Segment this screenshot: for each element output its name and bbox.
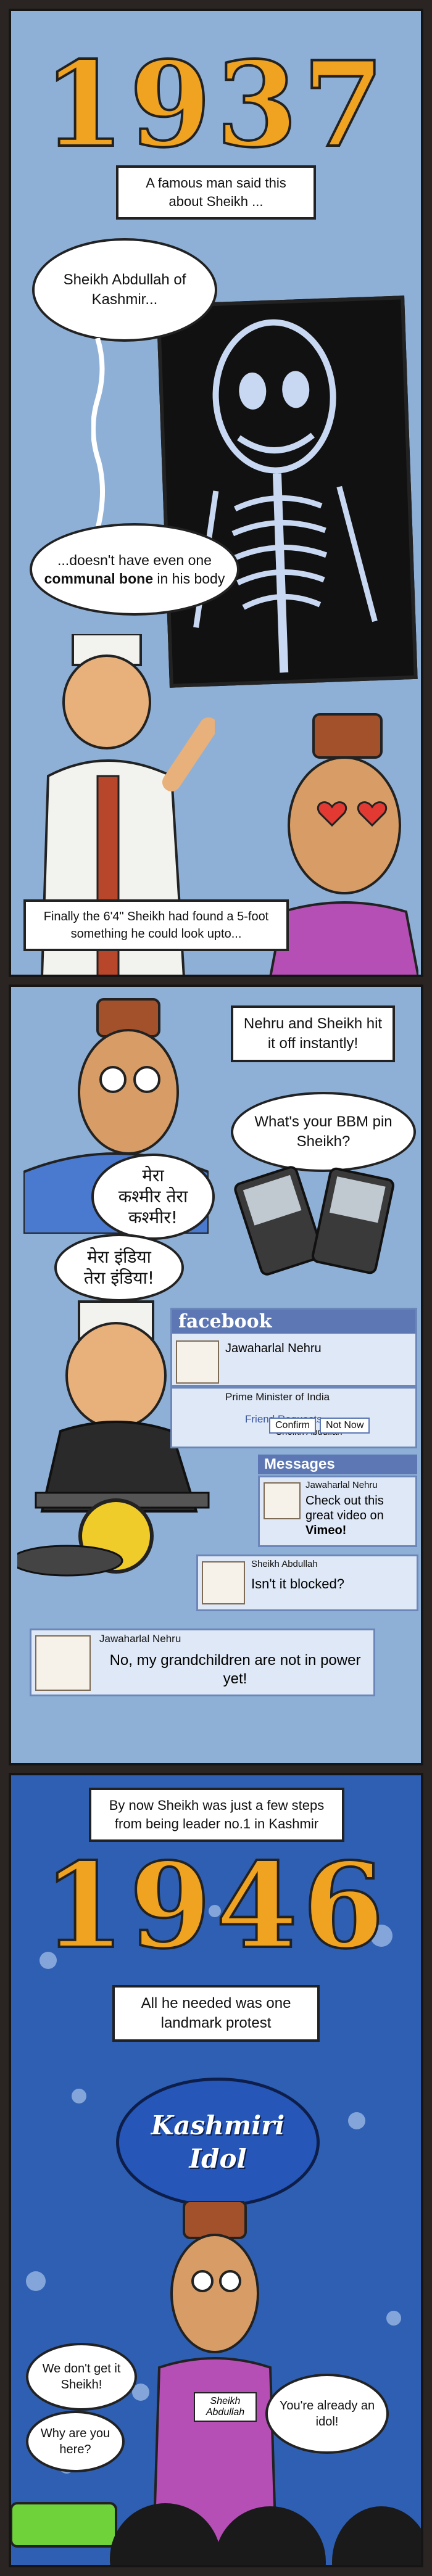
kashmiri-idol-logo: Kashmiri Idol xyxy=(116,2078,320,2207)
hindi-bubble-mera-india: मेरा इंडिया तेरा इंडिया! xyxy=(54,1234,184,1302)
message-3-sender: Jawaharlal Nehru xyxy=(99,1633,181,1645)
profile-name: Jawaharlal Nehru xyxy=(225,1342,322,1355)
speech-bubble-bbm-pin: What's your BBM pin Sheikh? xyxy=(231,1092,416,1172)
facebook-window: facebook Jawaharlal Nehru xyxy=(170,1308,417,1387)
speech-bubble-why-here: Why are you here? xyxy=(26,2411,125,2472)
messages-header: Messages xyxy=(258,1455,417,1474)
caption-look-upto: Finally the 6'4" Sheikh had found a 5-fo… xyxy=(23,899,289,951)
message-1-avatar xyxy=(264,1482,301,1519)
panel-1946: By now Sheikh was just a few steps from … xyxy=(9,1773,423,2567)
message-2-sender: Sheikh Abdullah xyxy=(251,1559,318,1569)
sheikh-character xyxy=(246,708,420,975)
caption-leader-no1: By now Sheikh was just a few steps from … xyxy=(89,1788,344,1842)
facebook-logo: facebook xyxy=(172,1310,415,1334)
not-now-button[interactable]: Not Now xyxy=(320,1418,370,1434)
blackberry-phone-right xyxy=(310,1166,396,1276)
panel-1937: 1937 A famous man said this about Sheikh… xyxy=(9,9,423,977)
message-1: Jawaharlal Nehru Check out this great vi… xyxy=(258,1476,417,1547)
audience-silhouettes xyxy=(11,2479,421,2565)
message-2: Sheikh Abdullah Isn't it blocked? xyxy=(196,1554,418,1611)
year-1946: 1946 xyxy=(42,1836,389,1976)
hindi-bubble-mera-kashmir: मेरा कश्मीर तेरा कश्मीर! xyxy=(91,1154,215,1240)
caption-famous-man: A famous man said this about Sheikh ... xyxy=(116,165,316,220)
message-3-text: No, my grandchildren are not in power ye… xyxy=(109,1652,361,1687)
message-2-text: Isn't it blocked? xyxy=(251,1576,344,1591)
caption-landmark-protest: All he needed was one landmark protest xyxy=(112,1985,320,2042)
message-1-sender: Jawaharlal Nehru xyxy=(305,1480,378,1490)
caption-hit-it-off: Nehru and Sheikh hit it off instantly! xyxy=(231,1005,395,1062)
confirm-button[interactable]: Confirm xyxy=(269,1418,317,1434)
message-3: Jawaharlal Nehru No, my grandchildren ar… xyxy=(30,1629,375,1696)
speech-bubble-already-idol: You're already an idol! xyxy=(265,2374,389,2454)
message-2-avatar xyxy=(202,1561,245,1604)
xray-board xyxy=(156,295,418,688)
blackberry-phone-left xyxy=(232,1164,326,1278)
speech-bubble-communal-bone: ...doesn't have even one communal bone i… xyxy=(30,523,239,616)
nehru-avatar xyxy=(176,1340,219,1384)
nehru-on-scooter xyxy=(11,1289,221,1579)
profile-title: Prime Minister of India xyxy=(225,1391,330,1403)
skeleton-icon xyxy=(193,319,378,673)
message-3-avatar xyxy=(35,1635,91,1691)
message-1-text: Check out this great video on Vimeo! xyxy=(305,1494,384,1537)
panel-nehru-sheikh: Nehru and Sheikh hit it off instantly! W… xyxy=(9,985,423,1765)
name-badge: Sheikh Abdullah xyxy=(194,2392,257,2422)
speech-bubble-dont-get-it: We don't get it Sheikh! xyxy=(26,2343,137,2411)
bubble-tail-squiggle xyxy=(90,337,106,530)
year-1937: 1937 xyxy=(42,35,389,175)
speech-bubble-sheikh-abdullah: Sheikh Abdullah of Kashmir... xyxy=(32,238,217,342)
